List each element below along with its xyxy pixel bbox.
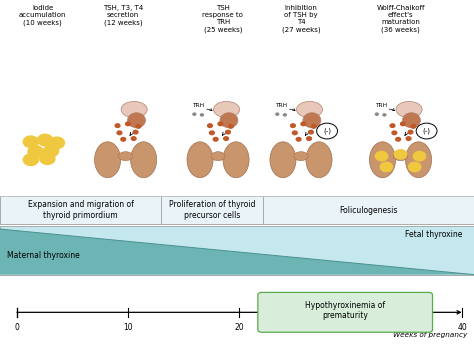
Circle shape	[23, 136, 38, 148]
Circle shape	[136, 125, 141, 128]
Circle shape	[218, 122, 223, 126]
Circle shape	[208, 124, 212, 127]
Circle shape	[40, 153, 55, 164]
Text: 40: 40	[457, 323, 467, 332]
Circle shape	[276, 113, 279, 115]
Ellipse shape	[94, 142, 120, 178]
Text: Hypothyroxinemia of
prematurity: Hypothyroxinemia of prematurity	[305, 301, 385, 320]
Ellipse shape	[393, 151, 408, 161]
Text: Fetal thyroxine: Fetal thyroxine	[405, 230, 462, 239]
Text: 0: 0	[14, 323, 19, 332]
Circle shape	[411, 125, 416, 128]
Text: Weeks of pregnancy: Weeks of pregnancy	[392, 332, 467, 338]
Circle shape	[401, 122, 405, 126]
Circle shape	[23, 154, 38, 165]
Text: 20: 20	[235, 323, 244, 332]
Ellipse shape	[187, 142, 213, 178]
Ellipse shape	[213, 101, 240, 118]
Circle shape	[115, 124, 120, 127]
Polygon shape	[0, 229, 474, 275]
Text: 10: 10	[123, 323, 133, 332]
Circle shape	[392, 131, 397, 135]
Circle shape	[131, 137, 136, 140]
Text: TRH: TRH	[275, 103, 287, 108]
Circle shape	[296, 137, 301, 141]
FancyBboxPatch shape	[263, 196, 474, 224]
Text: TSH
response to
TRH
(25 weeks): TSH response to TRH (25 weeks)	[202, 5, 243, 33]
FancyBboxPatch shape	[0, 196, 161, 224]
Text: TSH, T3, T4
secretion
(12 weeks): TSH, T3, T4 secretion (12 weeks)	[103, 5, 143, 26]
FancyBboxPatch shape	[0, 226, 474, 275]
Ellipse shape	[296, 101, 322, 118]
Circle shape	[416, 123, 437, 139]
Text: Maternal thyroxine: Maternal thyroxine	[7, 251, 80, 261]
Ellipse shape	[211, 151, 225, 161]
Ellipse shape	[270, 142, 296, 178]
Circle shape	[383, 114, 386, 116]
Circle shape	[228, 125, 233, 128]
Circle shape	[49, 137, 64, 149]
Circle shape	[413, 151, 426, 161]
Text: (-): (-)	[323, 128, 331, 134]
Circle shape	[390, 124, 395, 127]
Ellipse shape	[303, 113, 321, 128]
Text: Inhibition
of TSH by
T4
(27 weeks): Inhibition of TSH by T4 (27 weeks)	[282, 5, 320, 33]
Text: (-): (-)	[423, 128, 430, 134]
Circle shape	[375, 113, 378, 115]
Text: Wolff-Chaikoff
effect's
maturation
(36 weeks): Wolff-Chaikoff effect's maturation (36 w…	[376, 5, 425, 33]
Circle shape	[37, 134, 53, 146]
Circle shape	[317, 123, 337, 139]
Text: Proliferation of thyroid
precursor cells: Proliferation of thyroid precursor cells	[169, 200, 255, 220]
Ellipse shape	[402, 113, 420, 128]
Ellipse shape	[223, 142, 249, 178]
Circle shape	[283, 114, 286, 116]
Circle shape	[133, 130, 138, 134]
Text: TRH: TRH	[192, 103, 204, 108]
Text: Iodide
accumulation
(10 weeks): Iodide accumulation (10 weeks)	[19, 5, 66, 26]
Ellipse shape	[128, 113, 146, 128]
Ellipse shape	[220, 113, 238, 128]
Circle shape	[291, 124, 295, 127]
Circle shape	[408, 130, 413, 134]
Ellipse shape	[396, 101, 422, 118]
Ellipse shape	[130, 142, 156, 178]
Circle shape	[193, 113, 196, 115]
Text: 22: 22	[257, 323, 266, 332]
Circle shape	[311, 125, 316, 128]
Ellipse shape	[306, 142, 332, 178]
Circle shape	[375, 151, 388, 161]
Circle shape	[210, 131, 214, 135]
Circle shape	[117, 131, 122, 135]
Circle shape	[301, 122, 306, 126]
Circle shape	[226, 130, 230, 134]
Ellipse shape	[121, 101, 147, 118]
Circle shape	[213, 137, 218, 141]
Circle shape	[406, 137, 411, 140]
Circle shape	[380, 162, 392, 172]
Circle shape	[121, 137, 126, 141]
Ellipse shape	[294, 151, 308, 161]
FancyBboxPatch shape	[161, 196, 263, 224]
Text: Expansion and migration of
thyroid primordium: Expansion and migration of thyroid primo…	[27, 200, 134, 220]
Text: 37: 37	[424, 323, 434, 332]
Circle shape	[309, 130, 313, 134]
Circle shape	[307, 137, 311, 140]
Circle shape	[394, 150, 407, 159]
Circle shape	[44, 145, 59, 157]
Circle shape	[201, 114, 203, 116]
Ellipse shape	[118, 151, 133, 161]
Ellipse shape	[405, 142, 432, 178]
Circle shape	[224, 137, 228, 140]
Circle shape	[409, 162, 421, 172]
Text: Foliculogenesis: Foliculogenesis	[339, 205, 398, 215]
Text: TRH: TRH	[374, 103, 387, 108]
Circle shape	[396, 137, 401, 141]
Ellipse shape	[369, 142, 395, 178]
Text: 30: 30	[346, 323, 356, 332]
Circle shape	[126, 122, 130, 126]
Circle shape	[292, 131, 297, 135]
FancyBboxPatch shape	[258, 292, 432, 332]
Circle shape	[28, 146, 43, 157]
